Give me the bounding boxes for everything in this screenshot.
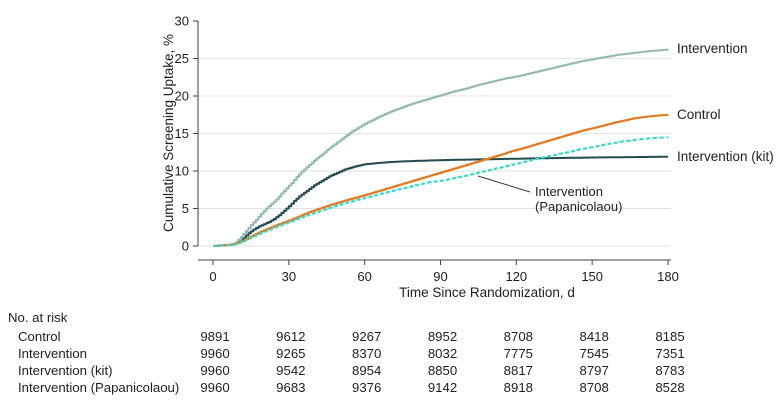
risk-value-cell: 8528: [655, 380, 684, 395]
risk-value-cell: 9542: [276, 363, 305, 378]
end-label-control: Control: [677, 107, 721, 122]
risk-value-cell: 9267: [352, 329, 381, 344]
y-tick-label-25: 25: [175, 51, 189, 66]
y-tick-label-10: 10: [175, 164, 189, 179]
risk-value-cell: 8370: [352, 346, 381, 361]
risk-value-cell: 8708: [579, 380, 608, 395]
risk-row-label: Intervention: [18, 346, 87, 361]
y-axis-title: Cumulative Screening Uptake, %: [161, 34, 176, 232]
risk-value-cell: 8817: [504, 363, 533, 378]
y-tick-label-30: 30: [175, 14, 189, 29]
risk-value-cell: 8918: [504, 380, 533, 395]
y-tick-label-5: 5: [182, 201, 189, 216]
y-tick-label-0: 0: [182, 239, 189, 254]
risk-value-cell: 9960: [200, 363, 229, 378]
series-line-intervention-papanicolaou: [213, 136, 669, 247]
risk-value-cell: 8708: [504, 329, 533, 344]
axes: [193, 20, 671, 265]
tick-labels: 0 5 10 15 20 25 30 0 30 60 90 120 150 180: [175, 14, 679, 285]
risk-value-cell: 8032: [428, 346, 457, 361]
end-label-intervention: Intervention: [677, 41, 748, 56]
risk-value-cell: 9960: [200, 380, 229, 395]
risk-value-cell: 9683: [276, 380, 305, 395]
y-tick-label-15: 15: [175, 126, 189, 141]
end-label-intervention-kit: Intervention (kit): [677, 149, 774, 164]
risk-value-cell: 7775: [504, 346, 533, 361]
series-line-control: [213, 113, 669, 247]
x-tick-label-120: 120: [505, 269, 527, 284]
x-axis-title: Time Since Randomization, d: [399, 285, 575, 300]
annotation-text-line1: Intervention: [535, 184, 603, 199]
x-tick-label-180: 180: [657, 269, 679, 284]
papanicolaou-annotation: Intervention (Papanicolaou): [477, 175, 622, 214]
risk-value-cell: 9142: [428, 380, 457, 395]
risk-table: No. at risk Control 9891 9612 9267 8952 8708 8…: [8, 310, 685, 395]
annotation-leader-line: [477, 175, 531, 193]
risk-value-cell: 9891: [200, 329, 229, 344]
risk-value-cell: 9376: [352, 380, 381, 395]
risk-value-cell: 8952: [428, 329, 457, 344]
x-tick-label-30: 30: [282, 269, 296, 284]
risk-value-cell: 9960: [200, 346, 229, 361]
risk-value-cell: 8185: [655, 329, 684, 344]
series-line-intervention: [213, 48, 669, 247]
x-tick-label-0: 0: [209, 269, 216, 284]
risk-value-cell: 8783: [655, 363, 684, 378]
risk-row-label: Intervention (Papanicolaou): [18, 380, 179, 395]
risk-value-cell: 9265: [276, 346, 305, 361]
series-line-intervention-kit: [213, 155, 668, 247]
risk-row-label: Control: [18, 329, 61, 344]
x-tick-label-60: 60: [357, 269, 371, 284]
risk-value-cell: 9612: [276, 329, 305, 344]
series-lines: [213, 48, 669, 247]
annotation-text-line2: (Papanicolaou): [535, 199, 622, 214]
y-gridlines: [198, 58, 671, 247]
y-tick-label-20: 20: [175, 89, 189, 104]
series-end-labels: Intervention Control Intervention (kit): [677, 41, 774, 164]
risk-value-cell: 7545: [579, 346, 608, 361]
x-tick-label-150: 150: [581, 269, 603, 284]
risk-value-cell: 8418: [579, 329, 608, 344]
risk-value-cell: 7351: [655, 346, 684, 361]
risk-table-header: No. at risk: [8, 310, 68, 325]
risk-value-cell: 8797: [579, 363, 608, 378]
x-tick-label-90: 90: [433, 269, 447, 284]
risk-row-label: Intervention (kit): [18, 363, 113, 378]
risk-value-cell: 8850: [428, 363, 457, 378]
risk-value-cell: 8954: [352, 363, 381, 378]
